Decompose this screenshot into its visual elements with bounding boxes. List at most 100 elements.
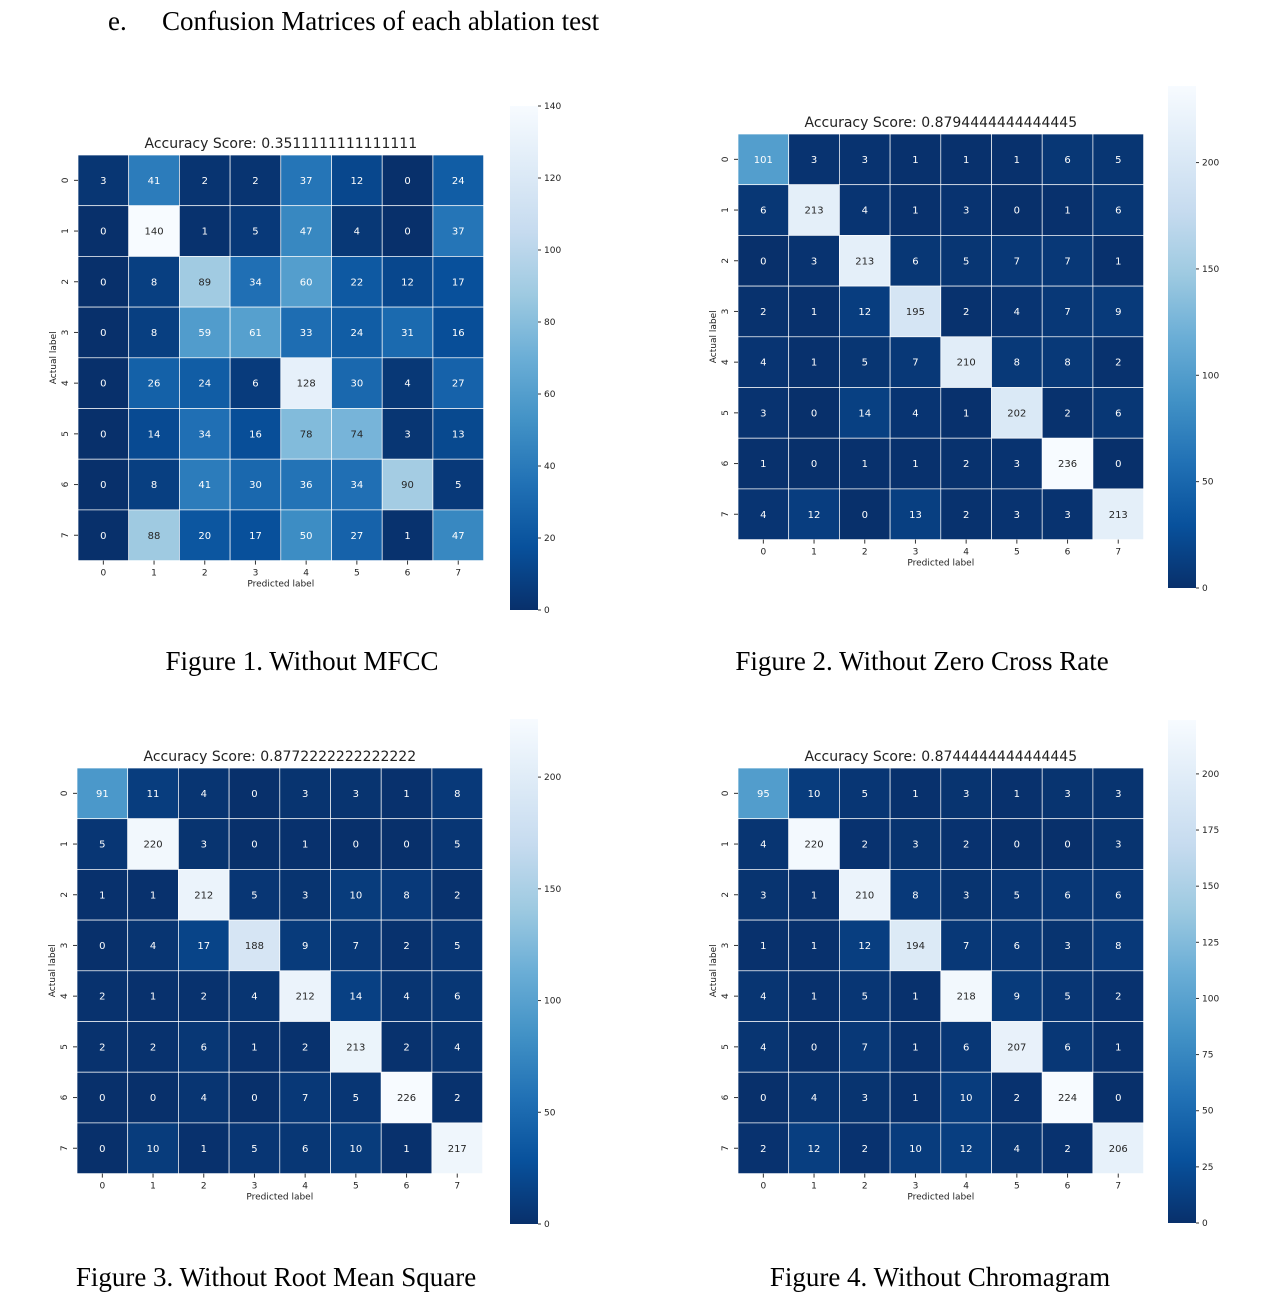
cell-value-label: 3 [201, 840, 207, 851]
heatmap-cell [940, 818, 992, 870]
cell-value-label: 22 [350, 277, 363, 288]
heatmap-cell [991, 1122, 1043, 1174]
cell-value-label: 0 [150, 1093, 156, 1104]
cell-value-label: 101 [754, 155, 773, 166]
heatmap-cell [77, 357, 130, 409]
cell-value-label: 7 [1064, 307, 1070, 318]
chart-title: Accuracy Score: 0.8744444444444445 [804, 749, 1077, 765]
cell-value-label: 1 [811, 941, 817, 952]
heatmap-cell [940, 184, 992, 236]
cell-value-label: 3 [302, 789, 308, 800]
heatmap-cell [432, 154, 484, 207]
heatmap-cell [76, 970, 129, 1022]
cell-value-label: 0 [99, 1144, 105, 1155]
heatmap-cell [940, 767, 992, 820]
cell-value-label: 17 [452, 277, 465, 288]
cell-value-label: 33 [300, 328, 313, 339]
heatmap-cell [331, 357, 383, 409]
cell-value-label: 2 [760, 307, 766, 318]
cell-value-label: 1 [251, 1042, 257, 1053]
y-tick-label: 3 [721, 943, 731, 949]
heatmap-cell [432, 256, 484, 308]
heatmap-cell [77, 509, 130, 561]
cell-value-label: 8 [1115, 941, 1121, 952]
x-tick-label: 2 [862, 1182, 868, 1192]
cell-value-label: 12 [401, 277, 414, 288]
heatmap-cell [127, 767, 179, 820]
cell-value-label: 1 [963, 408, 969, 419]
cell-value-label: 0 [1115, 459, 1121, 470]
cell-value-label: 3 [811, 256, 817, 267]
heatmap-cell [431, 818, 483, 870]
cell-value-label: 2 [1115, 992, 1121, 1003]
heatmap-cell [76, 1122, 129, 1174]
cell-value-label: 1 [150, 992, 156, 1003]
x-tick-label: 3 [913, 548, 919, 558]
colorbar-tick-label: 0 [1202, 1219, 1208, 1229]
cell-value-label: 5 [1115, 155, 1121, 166]
y-tick-label: 2 [61, 279, 71, 285]
colorbar-tick-label: 100 [1202, 371, 1219, 381]
heatmap-cell [179, 509, 231, 561]
heatmap-cell [991, 818, 1043, 870]
heatmap-cell [128, 205, 180, 257]
cell-value-label: 1 [811, 992, 817, 1003]
heatmap-cell [1092, 1021, 1144, 1073]
heatmap-cell [788, 818, 840, 870]
cell-value-label: 8 [1014, 358, 1020, 369]
cell-value-label: 27 [350, 531, 363, 542]
cell-value-label: 61 [249, 328, 262, 339]
cell-value-label: 4 [811, 1093, 817, 1104]
cell-value-label: 3 [963, 789, 969, 800]
cell-value-label: 5 [862, 992, 868, 1003]
heatmap-cell [1092, 1071, 1144, 1124]
cell-value-label: 4 [201, 1093, 207, 1104]
cell-value-label: 31 [401, 328, 414, 339]
cell-value-label: 5 [99, 840, 105, 851]
y-tick-label: 4 [61, 380, 71, 386]
heatmap-cell [991, 133, 1043, 186]
cell-value-label: 10 [349, 1144, 362, 1155]
heatmap-cell [839, 919, 891, 972]
heatmap-cell [280, 306, 332, 359]
x-tick-label: 3 [253, 569, 259, 579]
heatmap-cell [228, 869, 281, 921]
cell-value-label: 3 [1064, 941, 1070, 952]
cell-value-label: 194 [906, 941, 925, 952]
cell-value-label: 24 [350, 328, 363, 339]
cell-value-label: 20 [198, 531, 211, 542]
cell-value-label: 6 [963, 1042, 969, 1053]
y-tick-label: 3 [60, 943, 70, 949]
cell-value-label: 210 [957, 358, 976, 369]
cell-value-label: 1 [1014, 789, 1020, 800]
heatmap-cell [889, 235, 942, 287]
cell-value-label: 5 [454, 941, 460, 952]
heatmap-cell [1092, 818, 1144, 870]
heatmap-cell [229, 306, 282, 359]
cell-value-label: 2 [201, 992, 207, 1003]
x-axis-label: Predicted label [907, 1193, 974, 1203]
cell-value-label: 6 [1064, 155, 1070, 166]
cell-value-label: 2 [1115, 358, 1121, 369]
cell-value-label: 2 [963, 840, 969, 851]
cell-value-label: 3 [912, 840, 918, 851]
cell-value-label: 3 [353, 789, 359, 800]
x-axis-label: Predicted label [907, 559, 974, 569]
heatmap-cell [889, 919, 942, 972]
cell-value-label: 24 [198, 379, 211, 390]
cell-value-label: 0 [100, 328, 106, 339]
cell-value-label: 12 [960, 1144, 973, 1155]
cell-value-label: 12 [858, 307, 871, 318]
cell-value-label: 34 [198, 429, 211, 440]
cell-value-label: 6 [912, 256, 918, 267]
heatmap-cell [279, 1021, 331, 1073]
heatmap-cell [1092, 869, 1144, 921]
cell-value-label: 9 [1014, 992, 1020, 1003]
y-tick-label: 0 [61, 177, 71, 183]
heatmap-cell [431, 1021, 483, 1073]
cell-value-label: 1 [963, 155, 969, 166]
cell-value-label: 95 [757, 789, 770, 800]
cell-value-label: 4 [404, 379, 410, 390]
